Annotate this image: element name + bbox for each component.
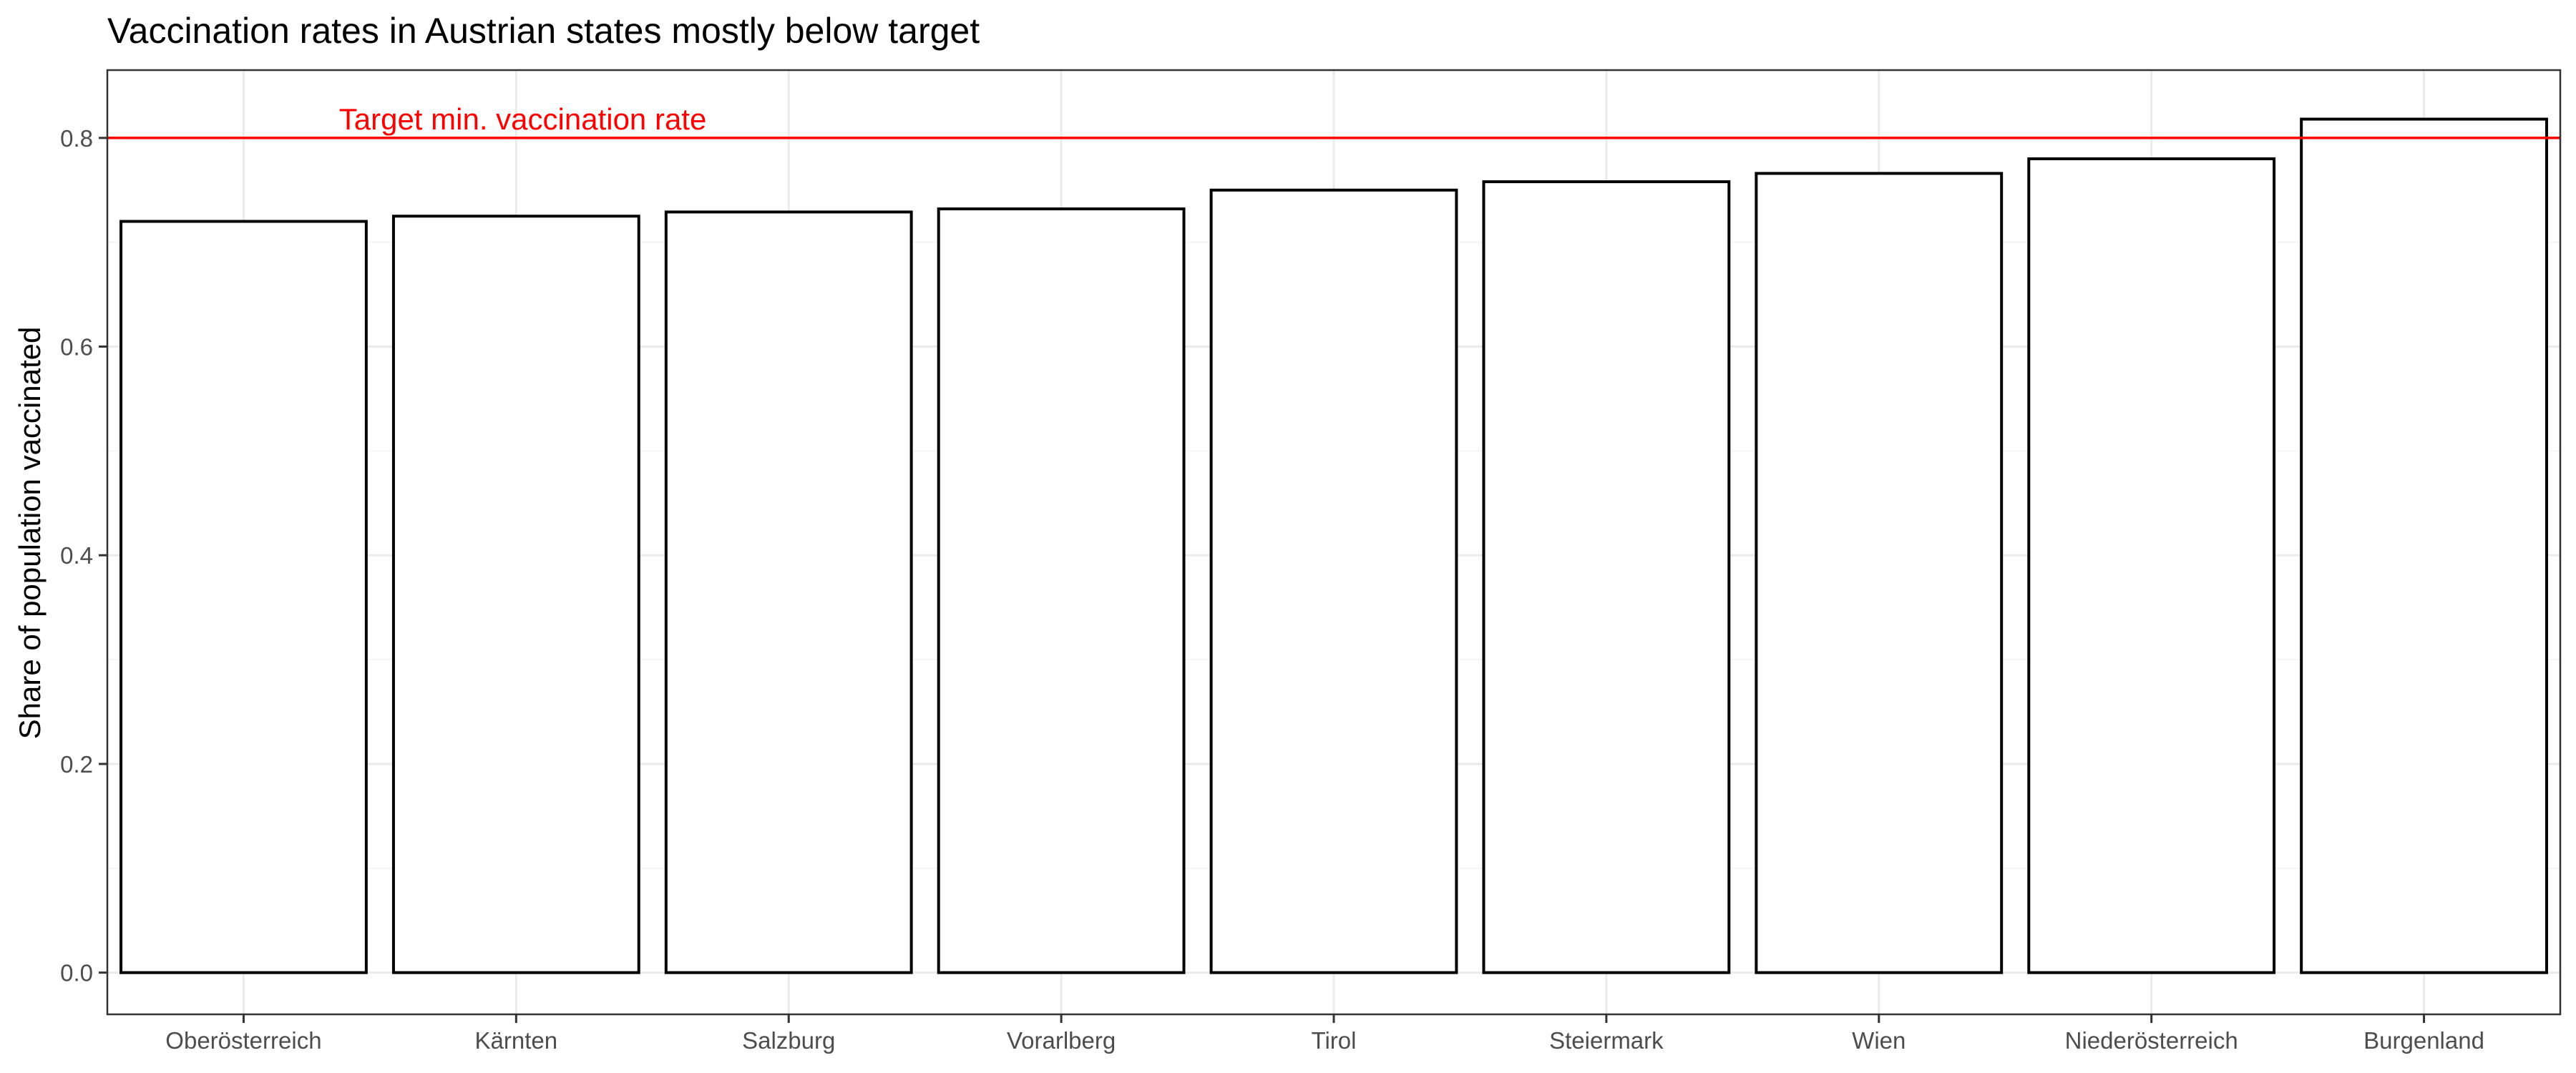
y-tick-label: 0.2: [60, 751, 93, 778]
bar-salzburg: [664, 210, 913, 974]
target-line-label: Target min. vaccination rate: [339, 102, 707, 136]
bar-vorarlberg: [937, 207, 1186, 974]
y-axis: 0.0 0.2 0.4 0.6 0.8: [60, 125, 107, 986]
x-axis: Oberösterreich Kärnten Salzburg Vorarlberg T…: [165, 1014, 2484, 1054]
y-tick-label: 0.6: [60, 334, 93, 361]
y-tick-label: 0.8: [60, 125, 93, 152]
y-axis-label: Share of population vaccinated: [13, 327, 47, 740]
x-tick-label: Vorarlberg: [1007, 1027, 1116, 1054]
bar-tirol: [1209, 188, 1458, 974]
x-tick-label: Kärnten: [475, 1027, 558, 1054]
x-tick-label: Niederösterreich: [2065, 1027, 2238, 1054]
x-tick-label: Tirol: [1312, 1027, 1357, 1054]
x-tick-label: Oberösterreich: [165, 1027, 321, 1054]
reference-line-group: Target min. vaccination rate: [107, 102, 2560, 139]
bar-niederösterreich: [2027, 157, 2276, 974]
bars: [119, 117, 2548, 974]
x-tick-label: Salzburg: [742, 1027, 835, 1054]
y-tick-label: 0.0: [60, 960, 93, 986]
bar-steiermark: [1482, 180, 1731, 974]
x-tick-label: Steiermark: [1549, 1027, 1664, 1054]
bar-kärnten: [391, 215, 640, 974]
x-tick-label: Burgenland: [2363, 1027, 2484, 1054]
bar-wien: [1755, 172, 2004, 974]
bar-burgenland: [2300, 117, 2548, 974]
bar-oberösterreich: [119, 220, 368, 974]
x-tick-label: Wien: [1852, 1027, 1906, 1054]
y-tick-label: 0.4: [60, 542, 93, 569]
chart-title: Vaccination rates in Austrian states mos…: [107, 11, 980, 51]
